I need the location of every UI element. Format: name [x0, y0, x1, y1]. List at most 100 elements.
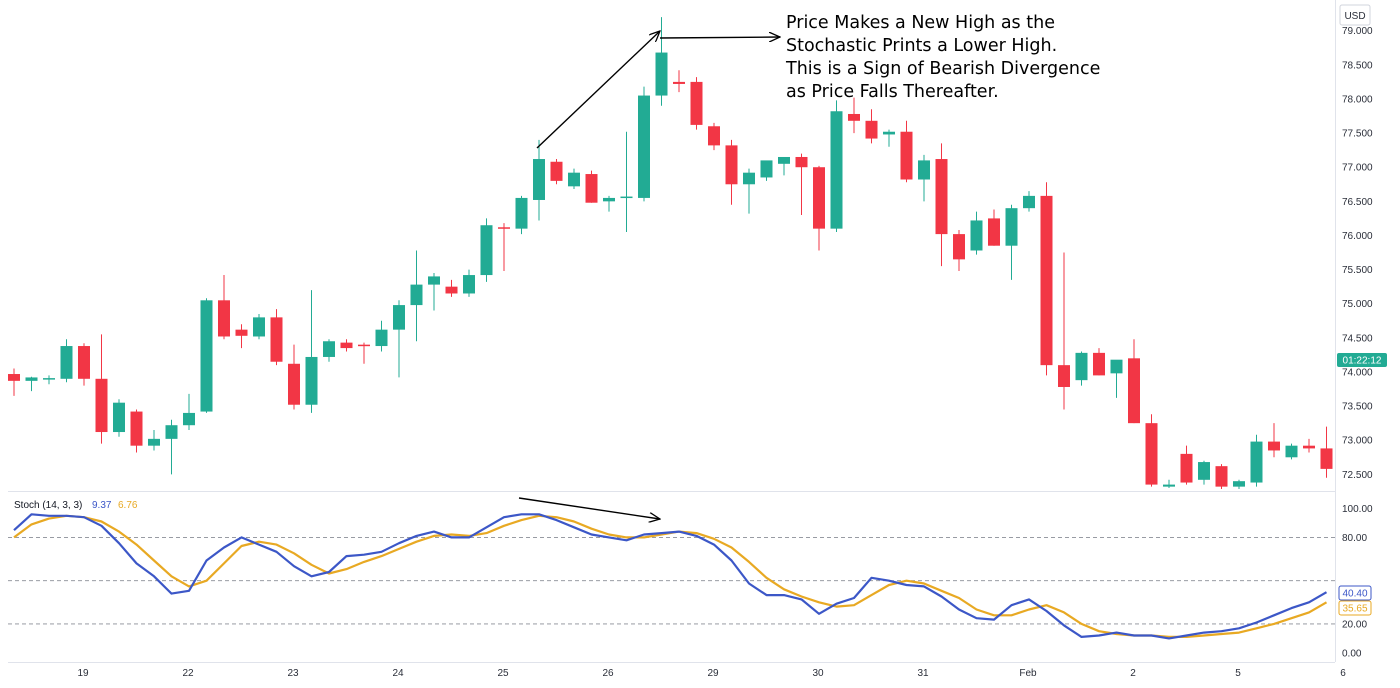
stochastic-k-line[interactable] [13, 513, 1328, 640]
stochastic-d-legend-value: 6.76 [118, 500, 138, 511]
candle[interactable] [813, 165, 825, 251]
candle[interactable] [323, 339, 335, 362]
candle[interactable] [43, 375, 55, 385]
candle[interactable] [708, 122, 720, 151]
annotation-pointer-arrow [659, 37, 780, 38]
candle[interactable] [375, 320, 388, 352]
candle[interactable] [498, 223, 510, 271]
candle[interactable] [988, 209, 1000, 246]
candle-body [865, 120, 878, 139]
candle[interactable] [970, 211, 983, 255]
candle[interactable] [235, 324, 248, 349]
price-tick-label: 74.500 [1342, 333, 1373, 344]
candle[interactable] [1268, 423, 1280, 458]
candle[interactable] [445, 279, 458, 297]
candle[interactable] [673, 70, 685, 93]
candle[interactable] [340, 339, 353, 352]
candle[interactable] [1285, 443, 1298, 460]
candle[interactable] [1303, 438, 1315, 453]
candle[interactable] [463, 269, 475, 297]
candle[interactable] [1215, 464, 1228, 489]
divergence-annotation: Price Makes a New High as the Stochastic… [785, 13, 1100, 102]
candle[interactable] [253, 313, 265, 340]
candle[interactable] [60, 339, 73, 383]
candle[interactable] [1180, 445, 1193, 485]
candle[interactable] [620, 131, 633, 233]
candle[interactable] [1110, 359, 1123, 398]
candle[interactable] [148, 429, 160, 451]
candle-body [235, 329, 248, 336]
candlestick-series[interactable] [8, 17, 1333, 489]
candle[interactable] [865, 109, 878, 144]
candle-body [1040, 195, 1053, 366]
candle[interactable] [935, 143, 948, 267]
candle[interactable] [1093, 348, 1105, 376]
candle[interactable] [1058, 252, 1070, 410]
candle[interactable] [200, 298, 213, 413]
candle[interactable] [1250, 434, 1263, 487]
time-tick-label: 31 [917, 668, 929, 679]
stochastic-legend[interactable]: Stoch (14, 3, 3) 9.37 6.76 [14, 500, 138, 511]
candle[interactable] [95, 334, 108, 444]
candle[interactable] [690, 77, 703, 130]
price-tick-label: 74.000 [1342, 367, 1373, 378]
price-axis[interactable]: 72.500 73.000 73.500 74.000 74.500 75.000 75.5… [1342, 26, 1373, 481]
candle-body [1093, 352, 1105, 376]
candle[interactable] [78, 343, 90, 386]
candle[interactable] [568, 168, 580, 190]
annotation-line-3: This is a Sign of Bearish Divergence [785, 59, 1100, 79]
time-axis[interactable]: 19 22 23 24 25 26 29 30 31 Feb 2 5 6 [77, 668, 1346, 679]
candle[interactable] [1233, 479, 1245, 490]
stochastic-lines[interactable] [13, 513, 1328, 640]
candle[interactable] [655, 17, 668, 106]
candle[interactable] [183, 393, 195, 430]
candle[interactable] [900, 120, 913, 183]
candle[interactable] [8, 368, 20, 396]
candle[interactable] [288, 344, 300, 410]
candle[interactable] [480, 218, 493, 282]
candle[interactable] [725, 139, 738, 205]
candle[interactable] [848, 97, 860, 134]
candle[interactable] [638, 86, 650, 202]
candle[interactable] [165, 419, 178, 475]
candle[interactable] [305, 290, 318, 413]
candle[interactable] [585, 170, 598, 203]
candle[interactable] [1023, 191, 1035, 212]
candle[interactable] [743, 168, 755, 214]
candle[interactable] [393, 300, 405, 378]
stochastic-k-last-value: 40.40 [1342, 589, 1367, 600]
candle[interactable] [795, 153, 808, 215]
stochastic-d-last-tag [1338, 600, 1372, 616]
candle[interactable] [358, 342, 370, 364]
candle[interactable] [270, 309, 283, 366]
candle[interactable] [428, 273, 440, 311]
candle[interactable] [550, 159, 563, 185]
candle[interactable] [1320, 426, 1333, 478]
candle[interactable] [953, 230, 965, 271]
candle[interactable] [25, 376, 38, 392]
candle[interactable] [1163, 479, 1175, 488]
candle[interactable] [1145, 414, 1158, 487]
candle[interactable] [918, 154, 930, 202]
candle[interactable] [113, 399, 125, 437]
stochastic-axis[interactable]: 0.00 20.00 80.00 100.00 [1342, 504, 1373, 659]
candle[interactable] [515, 195, 528, 235]
candle[interactable] [1128, 339, 1140, 424]
candle[interactable] [760, 160, 773, 181]
candle[interactable] [410, 250, 423, 342]
candle[interactable] [1005, 204, 1018, 280]
candle[interactable] [130, 409, 143, 453]
currency-box[interactable] [1339, 4, 1371, 26]
time-tick-label: Feb [1019, 668, 1037, 679]
time-tick-label: 19 [77, 668, 89, 679]
candle[interactable] [218, 275, 230, 340]
candle[interactable] [533, 139, 545, 221]
candle[interactable] [1198, 460, 1210, 485]
candle[interactable] [1040, 182, 1053, 376]
candle[interactable] [778, 156, 790, 176]
candle[interactable] [883, 129, 895, 147]
candle[interactable] [603, 195, 615, 212]
annotation-line-2: Stochastic Prints a Lower High. [786, 36, 1057, 56]
candle[interactable] [1075, 351, 1088, 386]
candle[interactable] [830, 100, 843, 233]
